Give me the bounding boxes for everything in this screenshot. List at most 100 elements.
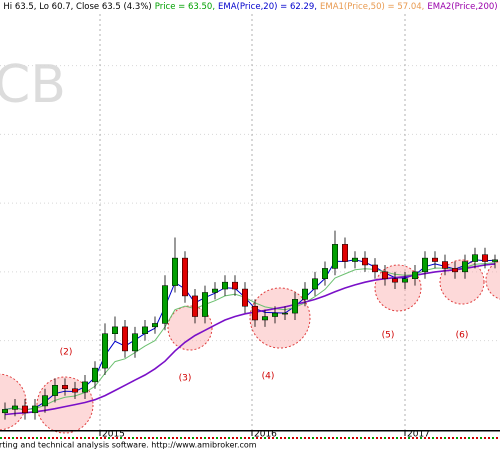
strip-mark — [84, 437, 86, 439]
strip-mark — [168, 437, 170, 439]
strip-mark — [76, 437, 78, 439]
strip-mark — [164, 437, 166, 439]
strip-mark — [100, 437, 102, 439]
header: , Hi 63.5, Lo 60.7, Close 63.5 (4.3%) Pri… — [0, 2, 500, 12]
strip-mark — [108, 437, 110, 439]
strip-mark — [72, 437, 74, 439]
candle-body — [192, 295, 198, 317]
candle-body — [412, 271, 418, 279]
candle-body — [462, 261, 468, 273]
strip-mark — [260, 437, 262, 439]
candle-body — [322, 268, 328, 279]
highlight-circle — [485, 260, 500, 300]
strip-mark — [0, 437, 2, 439]
strip-mark — [184, 437, 186, 439]
candle-body — [252, 305, 258, 321]
header-part: EMA2(Price,200) = 45.7 — [427, 2, 500, 12]
strip-mark — [304, 437, 306, 439]
annotation: (3) — [179, 374, 192, 384]
strip-mark — [28, 437, 30, 439]
strip-mark — [4, 437, 6, 439]
candle-body — [402, 278, 408, 283]
strip-mark — [92, 437, 94, 439]
strip-mark — [52, 437, 54, 439]
strip-mark — [264, 437, 266, 439]
strip-mark — [332, 437, 334, 439]
candle-body — [242, 288, 248, 307]
strip-mark — [276, 437, 278, 439]
strip-mark — [32, 437, 34, 439]
strip-mark — [316, 437, 318, 439]
strip-mark — [120, 437, 122, 439]
strip-mark — [464, 437, 466, 439]
strip-mark — [376, 437, 378, 439]
strip-mark — [352, 437, 354, 439]
strip-mark — [460, 437, 462, 439]
footer: rting and technical analysis software. h… — [0, 441, 257, 450]
candle-body — [12, 405, 18, 410]
strip-mark — [372, 437, 374, 439]
strip-mark — [256, 437, 258, 439]
strip-mark — [96, 437, 98, 439]
strip-mark — [224, 437, 226, 439]
strip-mark — [308, 437, 310, 439]
strip-mark — [384, 437, 386, 439]
strip-mark — [348, 437, 350, 439]
strip-mark — [40, 437, 42, 439]
annotation: (4) — [262, 372, 275, 382]
strip-mark — [356, 437, 358, 439]
strip-mark — [364, 437, 366, 439]
candle-body — [272, 312, 278, 317]
strip-mark — [132, 437, 134, 439]
annotation: (2) — [60, 348, 73, 358]
candle-body — [212, 288, 218, 293]
candle-body — [142, 326, 148, 334]
strip-mark — [248, 437, 250, 439]
candle-body — [362, 257, 368, 266]
strip-mark — [440, 437, 442, 439]
strip-mark — [228, 437, 230, 439]
candle-body — [22, 405, 28, 414]
strip-mark — [392, 437, 394, 439]
candle-body — [282, 312, 288, 315]
candle-body — [2, 409, 8, 414]
strip-mark — [144, 437, 146, 439]
candle-body — [452, 268, 458, 273]
highlight-circle — [249, 287, 311, 349]
x-tick-label: 2015 — [102, 430, 125, 440]
strip-mark — [20, 437, 22, 439]
strip-mark — [404, 437, 406, 439]
candle-body — [112, 326, 118, 334]
candle-body — [482, 254, 488, 262]
candle-body — [352, 257, 358, 262]
strip-mark — [68, 437, 70, 439]
candle-body — [382, 271, 388, 279]
candle-body — [222, 281, 228, 290]
strip-mark — [212, 437, 214, 439]
candle-body — [32, 405, 38, 414]
strip-mark — [188, 437, 190, 439]
candle-body — [422, 257, 428, 273]
strip-mark — [484, 437, 486, 439]
strip-mark — [268, 437, 270, 439]
strip-mark — [204, 437, 206, 439]
strip-mark — [488, 437, 490, 439]
strip-mark — [408, 437, 410, 439]
strip-mark — [472, 437, 474, 439]
strip-mark — [36, 437, 38, 439]
header-part: EMA1(Price,50) = 57.04, — [320, 2, 424, 12]
candle-body — [42, 395, 48, 407]
strip-mark — [24, 437, 26, 439]
strip-mark — [80, 437, 82, 439]
strip-mark — [448, 437, 450, 439]
strip-mark — [476, 437, 478, 439]
candle-body — [332, 244, 338, 269]
strip-mark — [8, 437, 10, 439]
candle-body — [152, 323, 158, 328]
strip-mark — [284, 437, 286, 439]
strip-mark — [452, 437, 454, 439]
strip-mark — [328, 437, 330, 439]
strip-mark — [360, 437, 362, 439]
